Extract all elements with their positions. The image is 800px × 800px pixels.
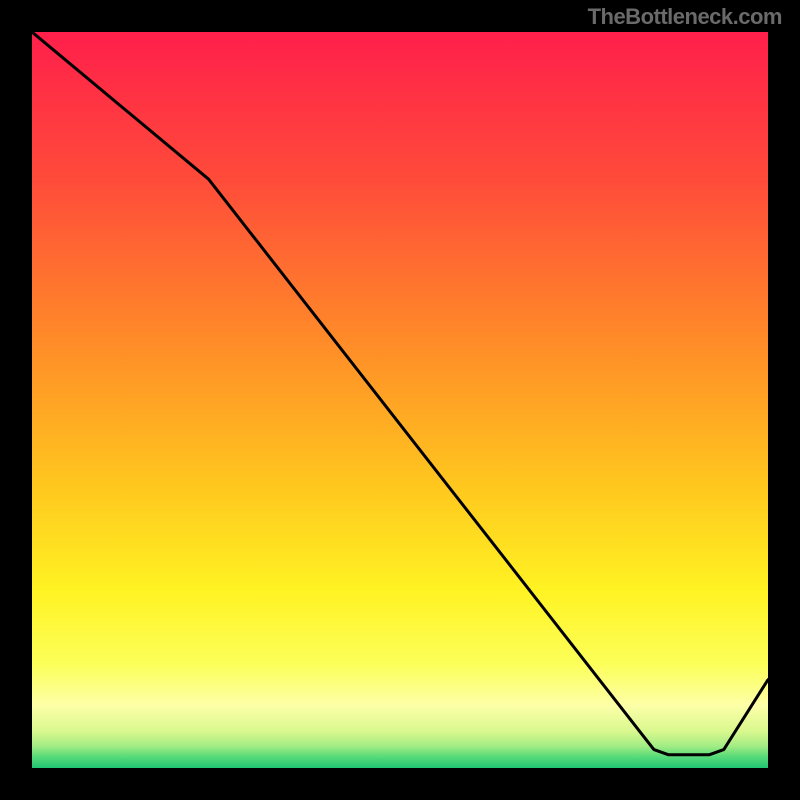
chart-line-svg xyxy=(32,32,768,768)
plot-area xyxy=(32,32,768,768)
chart-line xyxy=(32,32,768,755)
watermark-text: TheBottleneck.com xyxy=(588,4,782,30)
